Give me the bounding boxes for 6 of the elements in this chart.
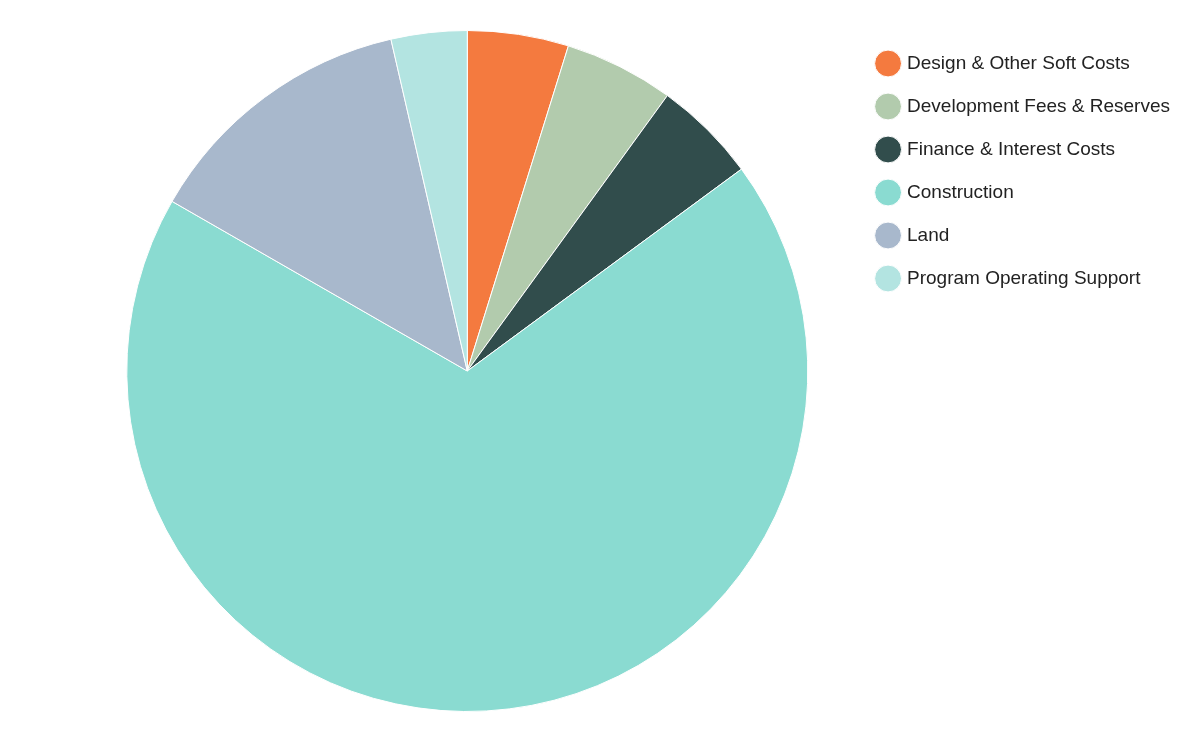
legend-label: Program Operating Support [907, 266, 1142, 288]
legend-label: Land [907, 223, 950, 245]
legend-label: Finance & Interest Costs [907, 137, 1116, 159]
legend-label: Construction [907, 180, 1014, 202]
legend-label: Development Fees & Reserves [907, 94, 1171, 116]
legend-label: Design & Other Soft Costs [907, 51, 1130, 73]
